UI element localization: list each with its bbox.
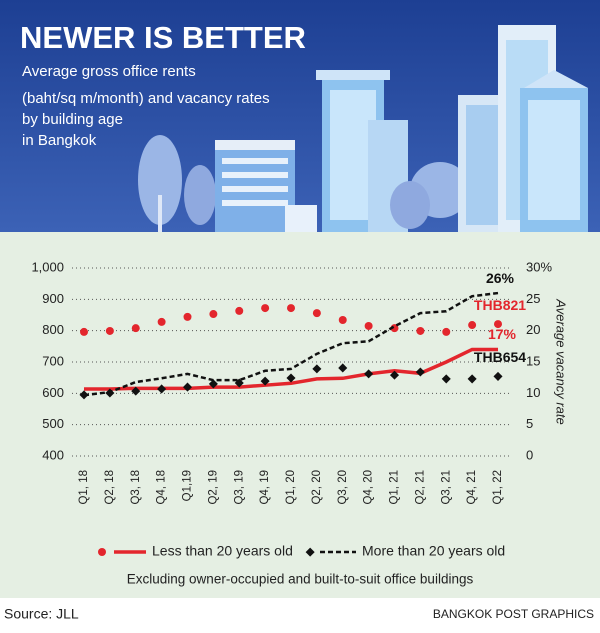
rent-dot [442, 327, 451, 336]
y-tick-label: 1,000 [31, 259, 64, 274]
x-tick-label: Q1, 22 [492, 470, 504, 505]
y-tick-label: 400 [42, 447, 64, 462]
rent-dot [131, 324, 140, 333]
x-tick-label: Q1, 20 [285, 470, 297, 505]
annotation: THB654 [474, 349, 526, 365]
rent-dot [312, 309, 321, 318]
chart-bg [0, 232, 600, 598]
x-tick-label: Q3, 21 [440, 470, 452, 505]
x-tick-label: Q4, 18 [156, 470, 168, 505]
subtitle: in Bangkok [22, 132, 97, 149]
y-tick-label: 900 [42, 291, 64, 306]
rent-diamond [208, 379, 218, 389]
x-tick-label: Q2, 18 [104, 470, 116, 505]
x-tick-label: Q1,19 [182, 470, 194, 501]
subtitle: by building age [22, 111, 123, 128]
y2-axis-label: Average vacancy rate [554, 298, 569, 425]
y2-tick-label: 25 [526, 291, 540, 306]
rent-diamond [182, 382, 193, 392]
y2-tick-label: 10 [526, 385, 540, 400]
rent-dot [209, 310, 218, 319]
rent-dot [287, 304, 295, 313]
annotation: 26% [486, 270, 515, 286]
rent-dot [80, 327, 88, 336]
x-tick-label: Q2, 21 [414, 470, 426, 505]
y2-tick-label: 0 [526, 447, 533, 462]
x-tick-label: Q3, 20 [337, 470, 349, 505]
rent-dot [468, 321, 477, 330]
x-tick-label: Q4, 20 [363, 470, 375, 505]
y2-tick-label: 5 [526, 416, 533, 431]
y-tick-label: 700 [42, 353, 64, 368]
vacancy-line [84, 347, 498, 391]
rent-dot [494, 320, 502, 329]
x-tick-label: Q2, 20 [311, 470, 323, 505]
rent-dot [105, 326, 114, 335]
x-tick-label: Q3, 18 [130, 470, 142, 505]
legend-label: Less than 20 years old [152, 543, 293, 559]
rent-diamond [234, 378, 244, 388]
x-tick-label: Q2, 19 [207, 470, 219, 505]
subtitle: (baht/sq m/month) and vacancy rates [22, 90, 270, 107]
x-tick-label: Q1, 18 [78, 470, 90, 505]
subtitle: Average gross office rents [22, 63, 196, 80]
y-tick-label: 800 [42, 322, 64, 337]
vacancy-line [83, 291, 499, 397]
rent-diamond [79, 390, 89, 400]
rent-dot [416, 326, 425, 335]
y2-tick-label: 15 [526, 353, 540, 368]
illustration [138, 25, 588, 232]
rent-diamond [157, 384, 167, 394]
legend-label: More than 20 years old [362, 543, 505, 559]
x-tick-label: Q4, 19 [259, 470, 271, 505]
legend-marker [98, 548, 106, 556]
rent-dot [261, 304, 270, 313]
note: Excluding owner-occupied and built-to-su… [127, 572, 474, 587]
x-tick-label: Q4, 21 [466, 470, 478, 505]
y2-tick-label: 20 [526, 322, 540, 337]
rent-diamond [105, 388, 115, 398]
annotation: THB821 [474, 297, 526, 313]
rent-dot [338, 316, 347, 325]
y-tick-label: 600 [42, 385, 64, 400]
rent-dot [157, 317, 166, 326]
y2-tick-label: 30% [526, 259, 552, 274]
credit: BANGKOK POST GRAPHICS [433, 607, 594, 621]
rent-diamond [131, 386, 141, 396]
x-tick-label: Q1, 21 [389, 470, 401, 505]
rent-dot [364, 321, 373, 330]
annotation: 17% [488, 326, 517, 342]
title: NEWER IS BETTER [20, 20, 306, 55]
rent-dot [183, 312, 192, 321]
x-tick-label: Q3, 19 [233, 470, 245, 505]
rent-dot [235, 306, 244, 315]
y-tick-label: 500 [42, 416, 64, 431]
source: Source: JLL [4, 606, 79, 622]
